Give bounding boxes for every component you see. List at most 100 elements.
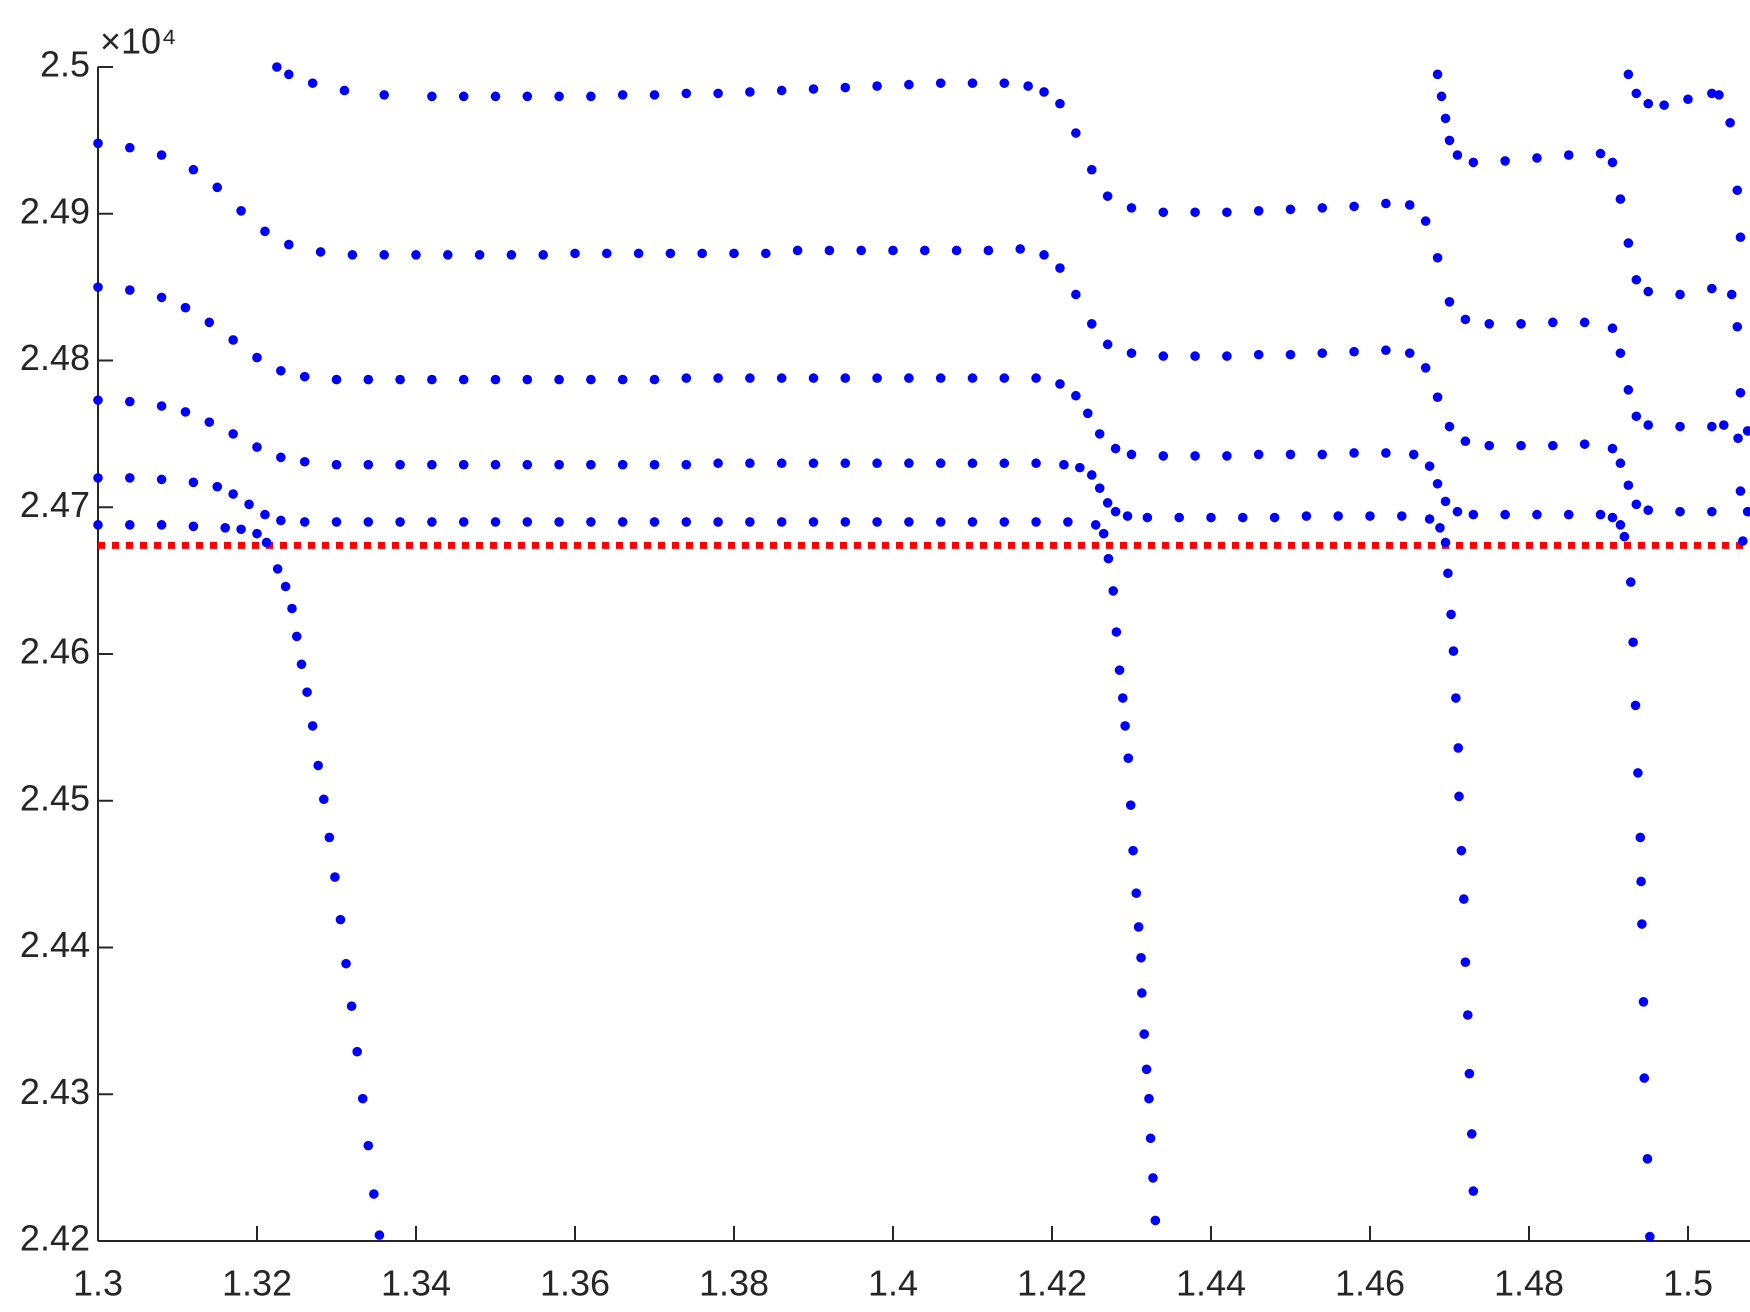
x-tick-label: 1.5 <box>1663 1263 1713 1304</box>
data-point <box>1110 443 1121 454</box>
data-point <box>1466 1129 1477 1139</box>
data-point <box>347 250 358 260</box>
data-point <box>1349 346 1359 357</box>
data-point <box>570 248 580 259</box>
data-point <box>1742 426 1750 436</box>
y-tick-label: 2.5 <box>40 44 90 85</box>
data-point <box>1432 252 1443 263</box>
y-tick-label: 2.42 <box>20 1218 90 1259</box>
data-point <box>1735 387 1746 398</box>
data-point <box>617 459 628 470</box>
data-point <box>156 520 167 530</box>
data-point <box>824 245 835 256</box>
data-point <box>1623 480 1634 491</box>
data-point <box>1075 462 1085 473</box>
data-point <box>1726 289 1737 300</box>
data-point <box>522 459 533 470</box>
data-point <box>1090 520 1101 530</box>
data-point <box>1126 348 1137 358</box>
x-tick-label: 1.36 <box>540 1263 610 1304</box>
data-point <box>1707 421 1717 432</box>
data-point <box>252 442 262 452</box>
data-point <box>1190 207 1200 218</box>
data-point <box>280 581 291 592</box>
data-point <box>124 396 135 407</box>
data-point <box>697 248 707 259</box>
data-point <box>291 631 302 642</box>
data-point <box>872 373 882 383</box>
data-point <box>93 395 103 405</box>
data-point <box>1133 922 1144 932</box>
data-point <box>1623 69 1634 80</box>
y-multiplier: ×10⁴ <box>100 21 177 62</box>
data-point <box>374 1230 385 1240</box>
data-point <box>1643 286 1654 297</box>
data-point <box>363 1140 374 1151</box>
data-point <box>1381 448 1391 458</box>
data-point <box>1595 148 1606 159</box>
data-point <box>538 250 548 260</box>
data-point <box>1440 496 1451 507</box>
data-point <box>276 365 286 376</box>
data-point <box>1253 349 1264 360</box>
x-tick-label: 1.46 <box>1335 1263 1405 1304</box>
data-point <box>1453 743 1464 753</box>
data-point <box>124 473 135 483</box>
data-point <box>1365 511 1375 521</box>
data-point <box>1317 203 1328 213</box>
data-point <box>1628 637 1638 648</box>
data-point <box>554 91 564 102</box>
data-point <box>1714 90 1724 100</box>
data-point <box>188 521 199 532</box>
data-point <box>1136 952 1146 963</box>
data-point <box>357 1093 368 1104</box>
data-point <box>1301 511 1312 521</box>
data-point <box>888 245 898 256</box>
data-point <box>124 142 135 153</box>
data-point <box>363 459 374 470</box>
data-point <box>1285 349 1296 360</box>
data-point <box>204 417 215 427</box>
data-point <box>1707 506 1717 517</box>
data-point <box>1114 665 1125 675</box>
data-point <box>1683 94 1693 105</box>
data-point <box>458 459 469 470</box>
data-point <box>1404 200 1415 210</box>
x-tick-label: 1.42 <box>1017 1263 1087 1304</box>
data-point <box>1607 512 1618 523</box>
data-point <box>299 371 310 382</box>
data-point <box>1579 439 1590 449</box>
data-point <box>713 458 723 469</box>
data-point <box>1444 421 1455 432</box>
data-point <box>204 317 215 328</box>
data-point <box>283 69 294 80</box>
data-point <box>1615 520 1626 530</box>
data-point <box>617 517 628 527</box>
data-point <box>1432 69 1443 80</box>
data-point <box>1269 512 1280 523</box>
data-point <box>1120 721 1130 731</box>
data-point <box>1638 996 1649 1007</box>
data-point <box>156 474 167 485</box>
data-point <box>1742 506 1750 517</box>
data-point <box>1158 351 1169 361</box>
data-point <box>840 517 851 527</box>
data-point <box>713 88 723 99</box>
data-point <box>180 407 191 417</box>
data-point <box>904 458 914 469</box>
data-point <box>872 81 882 91</box>
data-point <box>713 373 723 383</box>
y-tick-label: 2.44 <box>20 924 90 965</box>
data-point <box>330 872 340 882</box>
data-point <box>1548 317 1558 328</box>
data-point <box>840 82 851 93</box>
data-point <box>1631 274 1642 285</box>
data-point <box>967 458 978 469</box>
data-point <box>299 456 310 467</box>
data-point <box>967 373 978 383</box>
data-point <box>156 292 167 303</box>
data-point <box>1031 373 1041 383</box>
data-point <box>93 138 103 149</box>
data-point <box>983 245 994 256</box>
data-point <box>1094 429 1105 439</box>
